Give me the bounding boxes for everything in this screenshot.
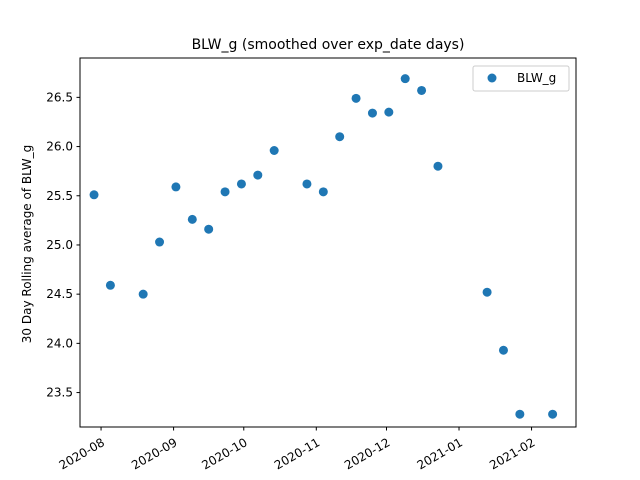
y-axis: 23.5 24.0 24.5 25.0 25.5 26.0 26.5 bbox=[46, 90, 80, 400]
chart-title: BLW_g (smoothed over exp_date days) bbox=[192, 37, 465, 53]
data-point bbox=[253, 170, 263, 180]
data-point bbox=[204, 224, 214, 234]
y-tick-label: 26.5 bbox=[46, 90, 73, 104]
x-tick-label: 2020-11 bbox=[272, 435, 322, 472]
y-axis-label: 30 Day Rolling average of BLW_g bbox=[20, 145, 34, 343]
data-point bbox=[171, 182, 181, 192]
y-tick-label: 25.0 bbox=[46, 238, 73, 252]
data-point bbox=[89, 190, 99, 200]
data-point bbox=[335, 132, 345, 142]
y-tick-label: 25.5 bbox=[46, 189, 73, 203]
x-tick-label: 2020-09 bbox=[129, 435, 179, 472]
data-point bbox=[384, 107, 394, 117]
data-point bbox=[105, 280, 115, 290]
plot-frame bbox=[79, 57, 577, 428]
data-point bbox=[417, 85, 427, 95]
legend-marker bbox=[487, 73, 497, 83]
data-point bbox=[400, 74, 410, 84]
data-point bbox=[482, 287, 492, 297]
x-tick-label: 2021-01 bbox=[415, 435, 465, 472]
data-point bbox=[351, 93, 361, 103]
x-axis: 2020-08 2020-09 2020-10 2020-11 2020-12 2021-… bbox=[57, 427, 538, 472]
data-points bbox=[89, 74, 558, 419]
data-point bbox=[187, 214, 197, 224]
x-tick-label: 2021-02 bbox=[487, 435, 537, 472]
data-point bbox=[155, 237, 165, 247]
y-tick-label: 24.0 bbox=[46, 336, 73, 350]
y-tick-label: 24.5 bbox=[46, 287, 73, 301]
legend-label: BLW_g bbox=[517, 71, 556, 85]
data-point bbox=[138, 289, 148, 299]
x-tick-label: 2020-08 bbox=[57, 435, 107, 472]
data-point bbox=[433, 161, 443, 171]
data-point bbox=[548, 409, 558, 419]
y-tick-label: 26.0 bbox=[46, 140, 73, 154]
data-point bbox=[498, 345, 508, 355]
data-point bbox=[236, 179, 246, 189]
data-point bbox=[302, 179, 312, 189]
legend: BLW_g bbox=[472, 65, 570, 92]
data-point bbox=[220, 187, 230, 197]
legend-box bbox=[472, 65, 570, 92]
x-tick-label: 2020-10 bbox=[199, 435, 249, 472]
data-point bbox=[318, 187, 328, 197]
y-tick-label: 23.5 bbox=[46, 386, 73, 400]
data-point bbox=[269, 145, 279, 155]
x-tick-label: 2020-12 bbox=[342, 435, 392, 472]
data-point bbox=[515, 409, 525, 419]
data-point bbox=[367, 108, 377, 118]
